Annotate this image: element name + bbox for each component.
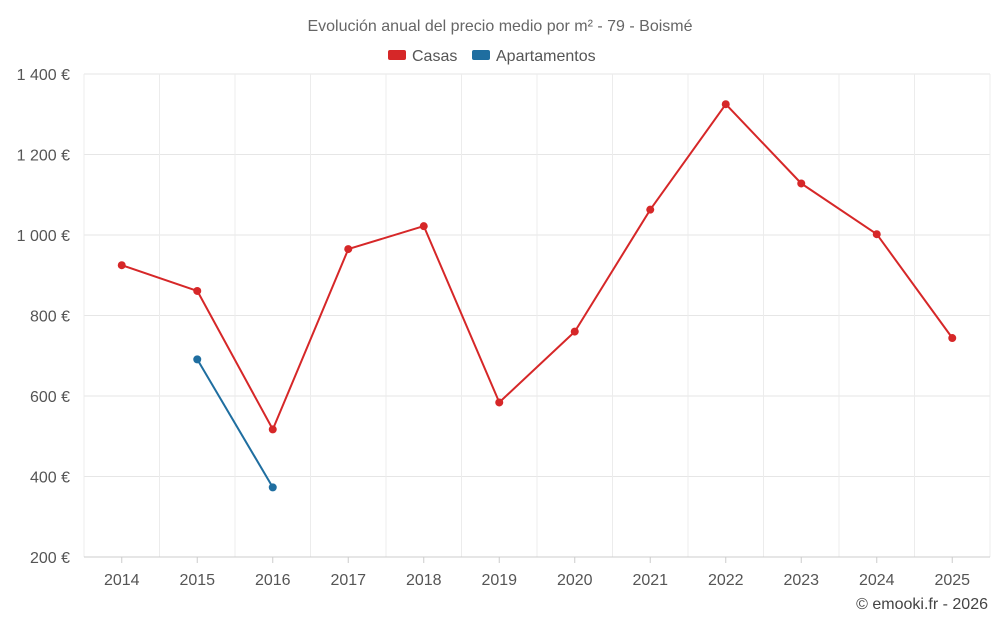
x-tick-label: 2014 <box>104 572 140 589</box>
y-tick-label: 200 € <box>30 550 70 567</box>
data-point-casas-2023[interactable] <box>797 179 806 188</box>
y-tick-label: 1 400 € <box>17 67 70 84</box>
x-tick-label: 2017 <box>330 572 366 589</box>
x-tick-label: 2025 <box>934 572 970 589</box>
y-tick-label: 400 € <box>30 470 70 487</box>
data-point-casas-2016[interactable] <box>268 425 277 434</box>
y-tick-label: 1 000 € <box>17 228 70 245</box>
legend-label-apartamentos[interactable]: Apartamentos <box>496 48 596 65</box>
x-tick-label: 2016 <box>255 572 291 589</box>
data-point-casas-2019[interactable] <box>495 398 504 407</box>
axes: 200 € 400 € 600 € 800 € 1 000 € 1 200 € 1 400 … <box>17 67 990 589</box>
series-line-apartamentos <box>196 358 274 488</box>
x-tick-label: 2019 <box>481 572 517 589</box>
data-point-casas-2017[interactable] <box>344 245 353 254</box>
x-tick-label: 2024 <box>859 572 895 589</box>
legend-swatch-apartamentos[interactable] <box>472 50 490 60</box>
series-line-casas <box>121 103 954 431</box>
grid <box>83 73 991 558</box>
legend-swatch-casas[interactable] <box>388 50 406 60</box>
y-tick-label: 800 € <box>30 309 70 326</box>
x-tick-label: 2015 <box>179 572 215 589</box>
data-point-apartamentos-2015[interactable] <box>193 355 202 364</box>
x-tick-label: 2023 <box>783 572 819 589</box>
y-tick-label: 600 € <box>30 389 70 406</box>
x-tick-label: 2018 <box>406 572 442 589</box>
x-tick-label: 2020 <box>557 572 593 589</box>
chart-title: Evolución anual del precio medio por m² … <box>307 18 692 35</box>
credit-text: © emooki.fr - 2026 <box>856 596 988 613</box>
data-point-apartamentos-2016[interactable] <box>268 483 277 492</box>
legend: Casas Apartamentos <box>388 48 596 65</box>
data-point-casas-2025[interactable] <box>948 334 957 343</box>
legend-label-casas[interactable]: Casas <box>412 48 457 65</box>
y-tick-label: 1 200 € <box>17 148 70 165</box>
data-point-casas-2018[interactable] <box>419 222 428 231</box>
data-point-casas-2020[interactable] <box>570 327 579 336</box>
data-point-casas-2021[interactable] <box>646 205 655 214</box>
series-layer <box>117 100 957 492</box>
data-point-casas-2022[interactable] <box>721 100 730 109</box>
data-point-casas-2015[interactable] <box>193 286 202 295</box>
x-tick-label: 2021 <box>632 572 668 589</box>
data-point-casas-2014[interactable] <box>117 261 126 270</box>
x-tick-label: 2022 <box>708 572 744 589</box>
data-point-casas-2024[interactable] <box>872 230 881 239</box>
